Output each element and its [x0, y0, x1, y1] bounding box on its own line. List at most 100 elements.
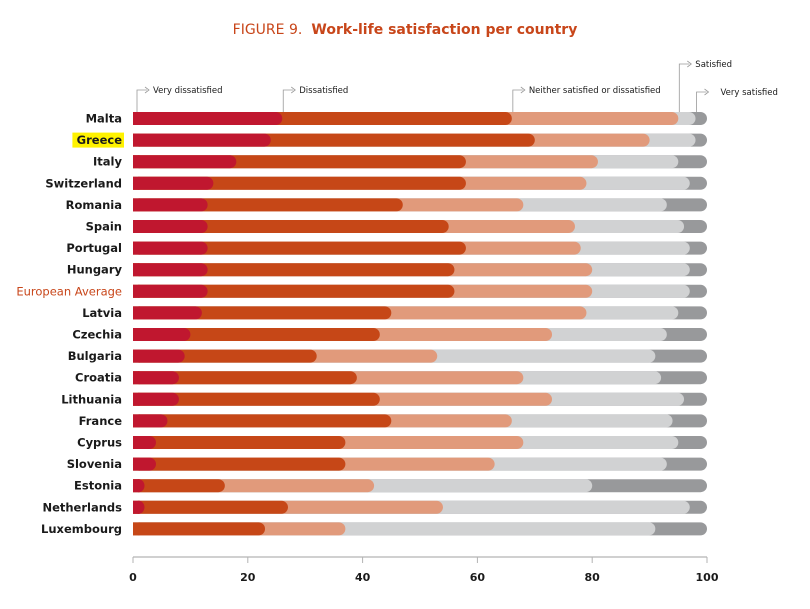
- bar-row-portugal: Portugal: [66, 241, 707, 255]
- legend-item-dissatisfied: Dissatisfied: [282, 86, 348, 112]
- bar-segment-very-dissatisfied: [133, 414, 168, 428]
- bar-segment-dissatisfied: [133, 414, 392, 428]
- x-tick-label: 80: [585, 571, 601, 584]
- category-label: Cyprus: [77, 436, 122, 450]
- legend-leader-line: [678, 63, 690, 112]
- arrow-right-icon: [144, 86, 150, 94]
- legend-item-satisfied: Satisfied: [678, 60, 732, 112]
- bar-segment-very-dissatisfied: [133, 306, 202, 320]
- legend-label: Satisfied: [695, 60, 732, 70]
- bar-segment-dissatisfied: [133, 479, 225, 493]
- bar-segment-very-dissatisfied-edge: [133, 241, 140, 255]
- bar-segment-very-dissatisfied: [133, 349, 185, 363]
- category-label: Greece: [77, 133, 123, 147]
- bar-segment-dissatisfied: [133, 176, 466, 190]
- bar-segment-very-dissatisfied: [133, 328, 191, 341]
- bar-row-spain: Spain: [86, 220, 707, 234]
- bar-row-slovenia: Slovenia: [67, 457, 707, 471]
- bar-segment-dissatisfied: [133, 371, 357, 385]
- bar-segment-dissatisfied: [133, 500, 288, 514]
- bar-row-switzerland: Switzerland: [45, 176, 707, 190]
- bar-segment-dissatisfied: [133, 284, 455, 298]
- bar-row-romania: Romania: [66, 198, 707, 212]
- category-label: Latvia: [82, 306, 122, 320]
- bar-segment-very-dissatisfied-edge: [133, 392, 140, 406]
- bar-segment-dissatisfied: [133, 436, 346, 449]
- legend-item-neither-satisfied-or-dissatisfied: Neither satisfied or dissatisfied: [512, 86, 661, 112]
- category-label: Luxembourg: [41, 522, 122, 536]
- bar-row-lithuania: Lithuania: [61, 392, 707, 406]
- bar-segment-very-dissatisfied-edge: [133, 284, 140, 298]
- category-label: Malta: [86, 112, 122, 126]
- bar-segment-very-dissatisfied-edge: [133, 112, 140, 125]
- legend-item-very-satisfied: Very satisfied: [696, 88, 778, 112]
- legend-leader-line: [282, 89, 294, 112]
- bar-segment-very-dissatisfied-edge: [133, 198, 140, 212]
- bar-row-netherlands: Netherlands: [42, 500, 707, 514]
- legend-leader-line: [696, 91, 707, 112]
- category-label: Lithuania: [61, 392, 122, 406]
- category-label: Croatia: [75, 371, 122, 385]
- bar-segment-very-dissatisfied-edge: [133, 457, 140, 471]
- arrow-right-icon: [687, 60, 692, 68]
- x-tick-label: 20: [240, 571, 256, 584]
- bar-segment-dissatisfied: [133, 392, 380, 406]
- bar-segment-dissatisfied: [133, 263, 455, 277]
- bar-row-latvia: Latvia: [82, 306, 707, 320]
- bar-segment-very-dissatisfied: [133, 284, 208, 298]
- bar-segment-very-dissatisfied-edge: [133, 133, 140, 147]
- bar-row-estonia: Estonia: [74, 479, 707, 493]
- bar-segment-very-dissatisfied-edge: [133, 479, 140, 493]
- bar-segment-dissatisfied: [133, 457, 346, 471]
- bar-segment-very-dissatisfied-edge: [133, 371, 140, 385]
- bar-row-malta: Malta: [86, 112, 707, 126]
- bar-segment-very-dissatisfied: [133, 176, 214, 190]
- bar-segment-dissatisfied: [133, 241, 466, 255]
- bar-segment-dissatisfied: [133, 220, 449, 233]
- bar-segment-very-dissatisfied: [133, 263, 208, 277]
- legend-leader-line: [512, 89, 523, 112]
- bar-segment-very-dissatisfied-edge: [133, 414, 140, 428]
- bar-row-bulgaria: Bulgaria: [68, 349, 707, 363]
- chart-title-main: Work-life satisfaction per country: [311, 22, 577, 38]
- bar-rows: Malta Greece Italy Switzerland Romania Spain P…: [16, 112, 707, 536]
- bar-segment-very-dissatisfied-edge: [133, 220, 140, 233]
- bar-segment-very-dissatisfied: [133, 220, 208, 233]
- highlight-marker: [72, 132, 124, 148]
- category-label: France: [79, 414, 123, 428]
- bar-segment-dissatisfied: [133, 328, 380, 341]
- x-tick-label: 100: [696, 571, 719, 584]
- bar-row-greece: Greece: [72, 132, 707, 148]
- bar-segment-very-dissatisfied-edge: [133, 263, 140, 277]
- bar-segment-very-dissatisfied: [133, 392, 179, 406]
- bar-row-france: France: [79, 414, 707, 428]
- bar-row-italy: Italy: [93, 155, 707, 169]
- bar-segment-very-dissatisfied: [133, 155, 237, 169]
- category-label: Bulgaria: [68, 349, 122, 363]
- chart-title-prefix: FIGURE 9.: [233, 22, 303, 38]
- x-tick-label: 60: [470, 571, 486, 584]
- category-label: European Average: [16, 284, 122, 298]
- bar-row-czechia: Czechia: [72, 328, 707, 342]
- bar-segment-dissatisfied: [133, 522, 266, 536]
- category-label: Slovenia: [67, 457, 122, 471]
- x-tick-label: 40: [355, 571, 371, 584]
- legend-item-very-dissatisfied: Very dissatisfied: [136, 86, 223, 112]
- category-label: Italy: [93, 155, 122, 169]
- legend-label: Very satisfied: [721, 88, 778, 98]
- category-label: Estonia: [74, 479, 122, 493]
- bar-segment-dissatisfied-edge: [133, 522, 140, 536]
- bar-segment-very-dissatisfied: [133, 133, 271, 147]
- legend-label: Dissatisfied: [299, 86, 348, 96]
- category-label: Switzerland: [45, 176, 122, 190]
- bar-segment-very-dissatisfied-edge: [133, 349, 140, 363]
- bar-segment-very-dissatisfied: [133, 198, 208, 212]
- bar-segment-very-dissatisfied-edge: [133, 328, 140, 341]
- x-tick-label: 0: [129, 571, 137, 584]
- legend-label: Very dissatisfied: [153, 86, 223, 96]
- bar-row-cyprus: Cyprus: [77, 436, 707, 450]
- category-label: Spain: [86, 220, 122, 234]
- chart-title: FIGURE 9. Work-life satisfaction per cou…: [233, 19, 578, 38]
- legend-label: Neither satisfied or dissatisfied: [529, 86, 661, 96]
